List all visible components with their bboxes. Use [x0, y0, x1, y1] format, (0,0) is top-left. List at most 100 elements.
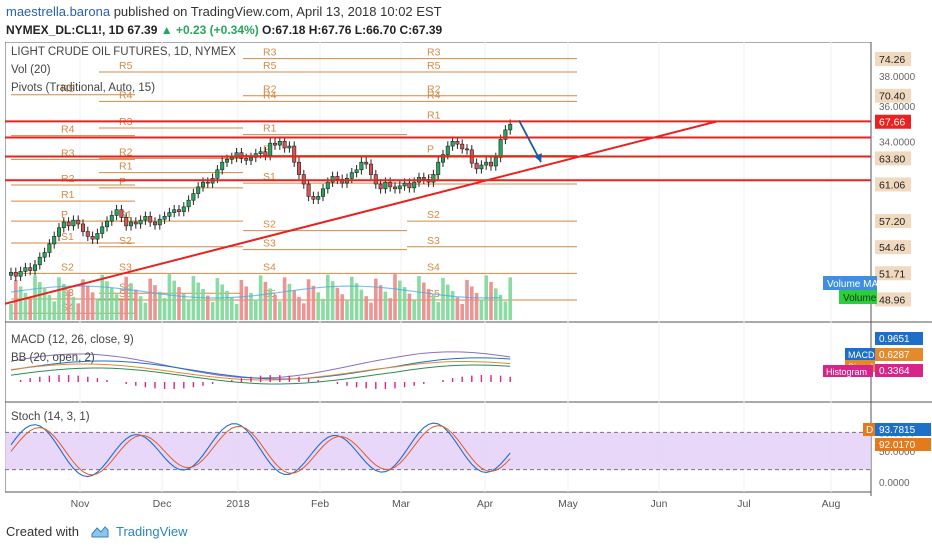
volume-bar: [273, 294, 277, 320]
histogram-bar: [375, 382, 377, 389]
histogram-bar: [39, 376, 41, 382]
tradingview-link[interactable]: TradingView: [116, 524, 188, 539]
pivot-label-s2: S2: [61, 261, 74, 273]
volume-bar: [446, 284, 450, 320]
volume-bar: [297, 296, 301, 320]
footer: Created with TradingView: [6, 524, 188, 541]
histogram-bar: [173, 382, 175, 389]
histogram-bar: [240, 378, 243, 382]
price-axis-label: 48.96: [879, 294, 905, 306]
histogram-bar: [125, 382, 127, 384]
pivot-label-r4: R4: [61, 124, 75, 136]
pivot-label-r2: R2: [119, 146, 133, 158]
stoch-k-value: 93.7815: [879, 425, 916, 436]
volume-bar: [124, 276, 128, 320]
candle-body: [81, 223, 86, 232]
volume-bar: [105, 281, 109, 320]
author-link[interactable]: maestrella.barona: [6, 4, 111, 19]
volume-bar: [134, 289, 138, 320]
volume-bar: [417, 276, 421, 320]
volume-ma-line: [10, 285, 501, 299]
histogram-bar: [403, 382, 406, 388]
forecast-arrow-head: [534, 153, 542, 163]
candle-body: [287, 145, 292, 149]
volume-bar: [172, 280, 176, 320]
candle-body: [508, 123, 513, 131]
price-axis-tag: [875, 214, 911, 229]
histogram-bar: [307, 378, 310, 382]
macd-value-tag: [875, 332, 923, 345]
volume-bar: [388, 298, 392, 320]
candle-body: [18, 271, 23, 277]
volume-label: Volume: [843, 293, 877, 304]
stoch-d-name-tag: [863, 423, 875, 436]
histogram-bar: [451, 378, 454, 382]
bb-lower-line: [10, 364, 511, 385]
histogram-bar: [336, 382, 339, 384]
pivot-label-r3: R3: [61, 147, 75, 159]
pivot-label-p: P: [119, 176, 126, 188]
price-axis-tag: [875, 292, 911, 307]
volume-bar: [268, 288, 272, 320]
candle-body: [388, 181, 393, 188]
candle-body: [349, 172, 354, 179]
pivot-label-p: P: [427, 144, 434, 156]
macd-legend: MACD (12, 26, close, 9): [11, 334, 134, 346]
chart-canvas[interactable]: Nov Dec 2018 Feb Mar Apr May Jun Jul Aug 74.26 38.0…: [5, 42, 932, 520]
price-axis-tag: [875, 266, 911, 281]
candle-body: [450, 141, 455, 147]
stoch-d-value: 92.0170: [879, 440, 916, 451]
price-axis-tag: [875, 240, 911, 255]
candle-body: [191, 193, 196, 201]
volume-bar: [350, 276, 354, 320]
volume-bar: [321, 298, 325, 320]
time-axis-label: Apr: [477, 498, 494, 510]
histogram-bar: [346, 382, 348, 386]
histogram-bar: [154, 382, 156, 389]
histogram-bar: [509, 376, 511, 382]
time-axis-label: Dec: [153, 498, 172, 510]
stoch-axis-label: 50.0000: [879, 447, 916, 458]
pivot-label-s3: S3: [263, 238, 276, 250]
volume-bar: [393, 274, 397, 320]
pivot-label-r1: R1: [61, 189, 75, 201]
histogram-bar: [423, 382, 425, 384]
volume-bar: [90, 292, 95, 320]
candle-body: [95, 233, 100, 240]
pivot-label-s2: S2: [427, 209, 440, 221]
change-value: +0.23 (+0.34%): [175, 23, 259, 37]
volume-bar: [249, 292, 253, 320]
stoch-band: [5, 432, 871, 470]
candle-body: [493, 157, 498, 167]
candle-body: [37, 256, 42, 266]
candle-body: [23, 267, 28, 272]
volume-bar: [177, 287, 181, 320]
pivot-label-r4: R4: [119, 89, 133, 101]
volume-bar: [119, 300, 124, 320]
time-axis-label: Jul: [737, 498, 750, 510]
candle-body: [431, 174, 436, 183]
candle-body: [167, 212, 172, 217]
volume-bar: [158, 291, 162, 320]
histogram-bar: [298, 376, 300, 382]
volume-bar: [378, 285, 383, 320]
candle-body: [402, 182, 407, 187]
volume-bar: [210, 302, 215, 320]
time-axis-label: Feb: [311, 498, 329, 510]
candle-body: [368, 163, 373, 175]
time-axis-label: 2018: [226, 498, 250, 510]
tradingview-logo-icon: [91, 524, 109, 541]
histogram-bar: [317, 380, 319, 382]
volume-bar: [81, 279, 85, 320]
candle-body: [32, 264, 37, 271]
pivot-label-r5: R5: [427, 60, 441, 72]
volume-bar: [9, 304, 13, 320]
candle-body: [28, 267, 33, 271]
volume-bar: [335, 287, 340, 320]
signal-value: 0.6287: [879, 350, 910, 361]
chart-area[interactable]: Nov Dec 2018 Feb Mar Apr May Jun Jul Aug 74.26 38.0…: [5, 42, 932, 520]
volume-bar: [239, 279, 244, 320]
histogram-tag: [823, 365, 873, 377]
candle-body: [440, 154, 445, 163]
candle-body: [479, 164, 484, 170]
